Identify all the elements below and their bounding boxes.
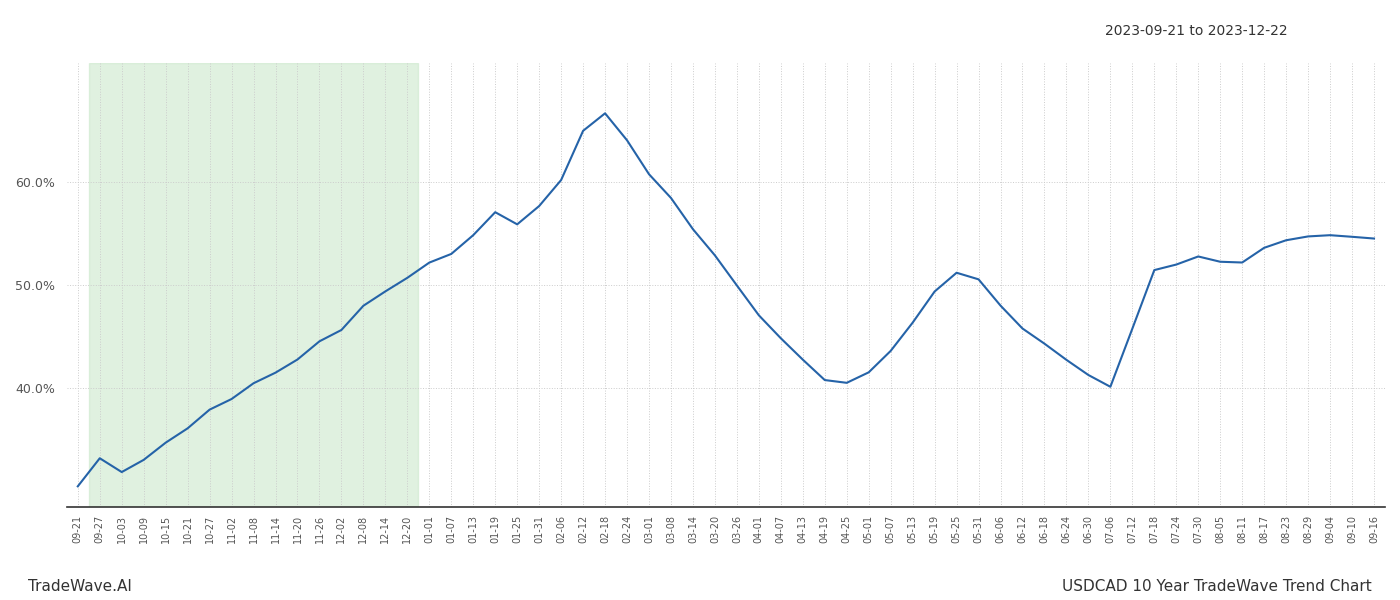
Bar [88,63,419,507]
Text: TradeWave.AI: TradeWave.AI [28,579,132,594]
Text: USDCAD 10 Year TradeWave Trend Chart: USDCAD 10 Year TradeWave Trend Chart [1063,579,1372,594]
Text: 2023-09-21 to 2023-12-22: 2023-09-21 to 2023-12-22 [1106,24,1288,38]
